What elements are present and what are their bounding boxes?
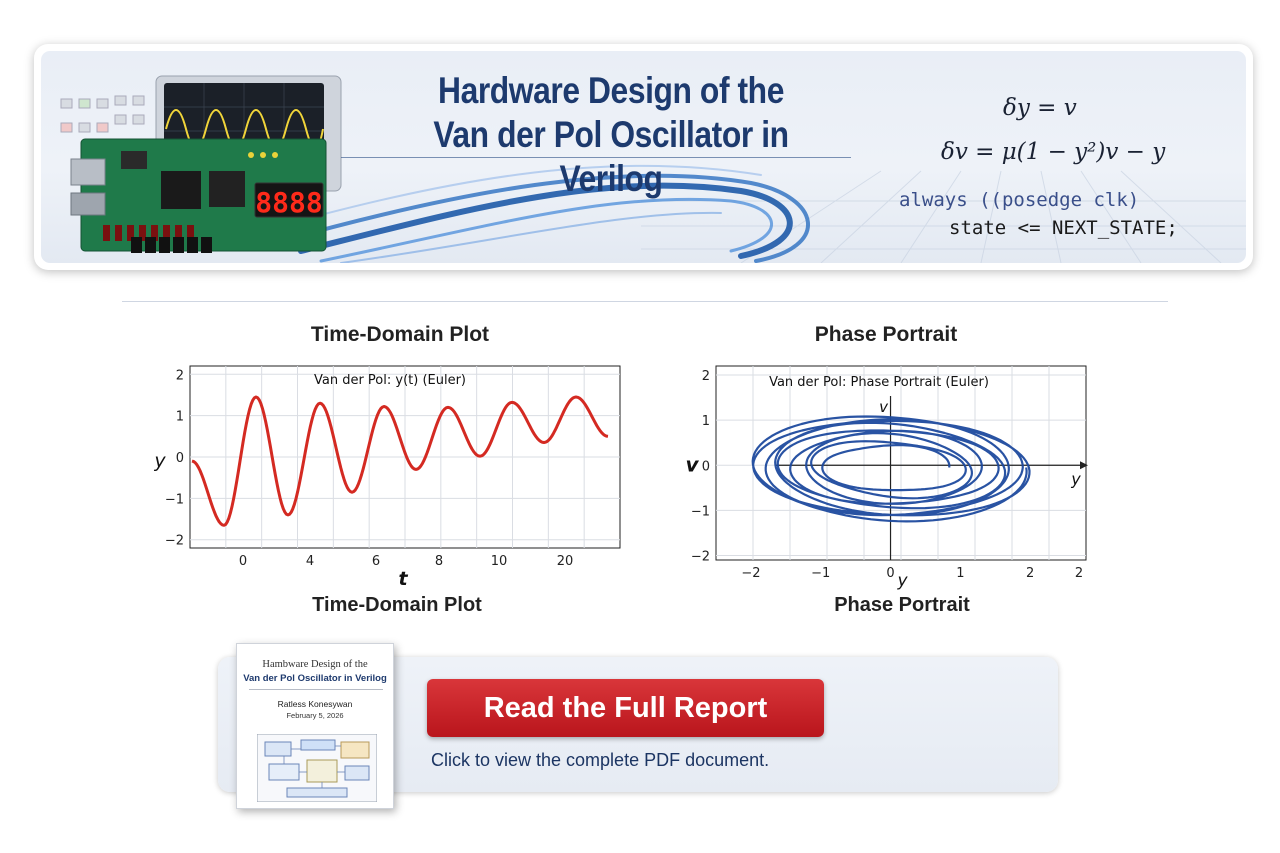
page-title-line2: Van der Pol Oscillator in Verilog: [433, 114, 789, 199]
phase-y-tick-label: 0: [702, 459, 710, 474]
thumbnail-title-line1: Hambware Design of the: [262, 659, 368, 670]
swoosh-graphic: [260, 164, 810, 263]
phase-x-tick-label: −1: [811, 566, 830, 581]
phase-plot-heading: Phase Portrait: [814, 323, 958, 346]
time-x-tick-label: 10: [491, 554, 508, 569]
phase-y-tick-label: −1: [691, 504, 710, 519]
phase-x-tick-label: 2: [1075, 566, 1083, 581]
time-y-tick-label: 2: [176, 368, 184, 383]
time-y-tick-label: 1: [176, 410, 184, 425]
equation-dy: δy = v: [1003, 95, 1077, 121]
page-title-line1: Hardware Design of the: [438, 70, 784, 111]
time-x-axis-label: t: [398, 568, 408, 588]
time-plot-heading: Time-Domain Plot: [310, 323, 490, 346]
phase-y-tick-label: 2: [702, 369, 710, 384]
hero-banner-inner: 8888 Hardware Design of the Van der Pol …: [41, 51, 1246, 263]
title-underline: [341, 157, 851, 158]
verilog-code-line1: always ((posedge clk): [899, 189, 1140, 211]
phase-x-tick-label: −2: [741, 566, 760, 581]
time-y-tick-label: −1: [165, 492, 184, 507]
seven-segment-display: 8888: [255, 186, 322, 219]
thumbnail-date: February 5, 2026: [286, 711, 344, 720]
section-divider: [122, 301, 1168, 302]
read-full-report-button[interactable]: Read the Full Report: [427, 679, 824, 737]
time-x-tick-label: 0: [239, 554, 247, 569]
time-x-tick-label: 20: [557, 554, 574, 569]
phase-x-tick-label: 2: [1026, 566, 1034, 581]
phase-y-axis-label: v: [685, 452, 699, 476]
phase-x-tick-label: 0: [886, 566, 894, 581]
thumbnail-author: Ratless Konesywan: [277, 699, 353, 709]
phase-x-axis-arrow: [1080, 461, 1088, 470]
control-buttons-graphic: [60, 95, 145, 133]
phase-trajectory-line: [751, 415, 1031, 523]
time-series-line: [191, 395, 609, 527]
phase-axis-y-tag: y: [1070, 469, 1081, 488]
time-x-tick-label: 6: [372, 554, 380, 569]
thumbnail-rule: [249, 689, 383, 690]
fpga-board-graphic: [70, 138, 327, 253]
phase-x-axis-label: y: [896, 571, 908, 591]
phase-axis-v-tag: v: [879, 398, 889, 416]
time-y-axis-label: y: [153, 450, 166, 472]
hero-banner: 8888 Hardware Design of the Van der Pol …: [34, 44, 1253, 270]
banner-artwork: 8888: [60, 75, 1246, 263]
time-y-tick-label: −2: [165, 534, 184, 549]
phase-plot-caption: Phase Portrait: [834, 594, 970, 616]
phase-y-tick-label: 1: [702, 414, 710, 429]
time-x-tick-label: 8: [435, 554, 443, 569]
time-x-tick-label: 4: [306, 554, 314, 569]
time-y-tick-label: 0: [176, 451, 184, 466]
equation-dv: δv = μ(1 − y²)v − y: [941, 139, 1166, 165]
verilog-code-line2: state <= NEXT_STATE;: [949, 217, 1178, 239]
phase-y-tick-label: −2: [691, 549, 710, 564]
time-plot-caption: Time-Domain Plot: [312, 594, 482, 616]
thumbnail-block-diagram: [257, 734, 377, 802]
cta-caption: Click to view the complete PDF document.: [431, 750, 770, 770]
report-thumbnail[interactable]: Hambware Design of the Van der Pol Oscil…: [236, 643, 394, 809]
time-plot-title: Van der Pol: y(t) (Euler): [314, 373, 466, 388]
thumbnail-title-line2: Van der Pol Oscillator in Verilog: [243, 673, 387, 684]
page-title: Hardware Design of the Van der Pol Oscil…: [379, 69, 843, 201]
phase-x-tick-label: 1: [956, 566, 964, 581]
phase-plot-title: Van der Pol: Phase Portrait (Euler): [769, 375, 989, 390]
phase-portrait-chart: 2 1 0 −1 −2 −2 −1 0 1 2 2 Van der Pol: Phase Portra…: [685, 365, 1088, 591]
